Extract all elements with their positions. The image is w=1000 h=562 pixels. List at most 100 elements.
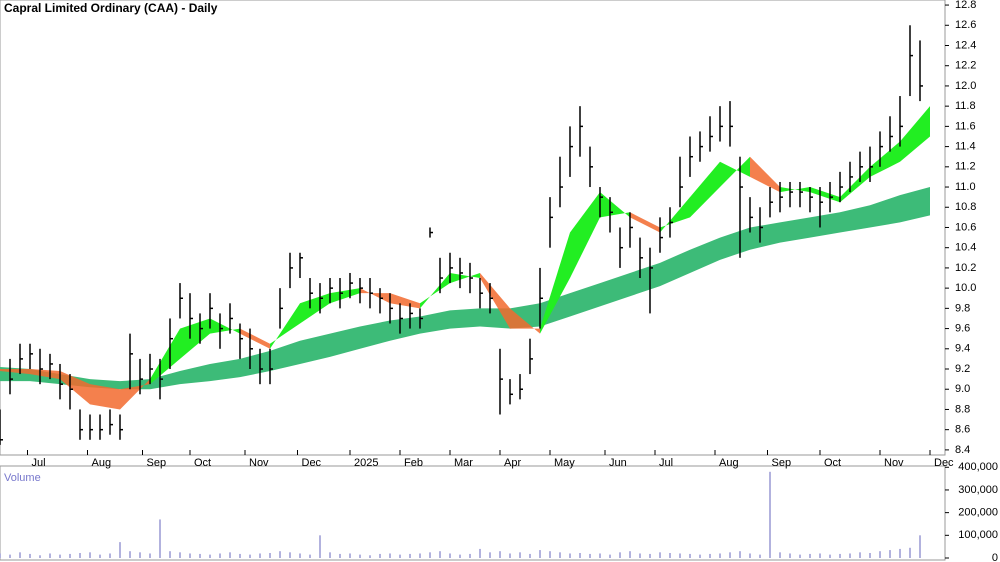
y-tick-label: 12.0: [955, 80, 976, 92]
x-tick-label: Nov: [249, 457, 269, 469]
volume-bar: [819, 553, 821, 558]
volume-bar: [389, 553, 391, 558]
x-tick-label: Aug: [92, 457, 112, 469]
short-band: [90, 384, 120, 410]
volume-bar: [249, 554, 251, 558]
volume-bar: [909, 547, 911, 558]
volume-bar: [79, 553, 81, 558]
volume-bar: [369, 555, 371, 558]
volume-bar: [569, 553, 571, 558]
short-band: [540, 232, 570, 334]
volume-bar: [319, 535, 321, 558]
volume-bar: [629, 551, 631, 558]
volume-bar: [69, 553, 71, 558]
short-band: [330, 288, 360, 304]
x-tick-label: Jun: [609, 457, 627, 469]
volume-bar: [159, 519, 161, 558]
volume-bar: [189, 553, 191, 558]
volume-bar: [649, 553, 651, 558]
y-tick-label: 11.0: [955, 181, 976, 193]
y-tick-label: 10.4: [955, 242, 976, 254]
short-band: [270, 303, 300, 349]
volume-bar: [749, 553, 751, 558]
volume-bar: [399, 554, 401, 558]
volume-bar: [209, 554, 211, 558]
volume-bar: [59, 554, 61, 558]
short-band: [660, 197, 690, 233]
volume-bar: [769, 471, 771, 558]
y-tick-label: 200,000: [958, 507, 998, 519]
volume-bar: [359, 554, 361, 558]
volume-bar: [309, 554, 311, 558]
y-tick-label: 100,000: [958, 529, 998, 541]
short-band: [360, 288, 390, 304]
volume-bar: [409, 553, 411, 558]
volume-bar: [519, 552, 521, 558]
volume-bar: [829, 554, 831, 558]
volume-bar: [119, 542, 121, 558]
y-tick-label: 8.6: [955, 424, 970, 436]
x-tick-label: Apr: [504, 457, 521, 469]
short-band: [780, 187, 810, 193]
volume-bar: [89, 552, 91, 558]
short-band: [570, 192, 600, 279]
short-band: [510, 308, 540, 334]
volume-bar: [719, 553, 721, 558]
volume-bar: [199, 553, 201, 558]
volume-bar: [469, 553, 471, 558]
y-tick-label: 9.2: [955, 363, 970, 375]
short-band: [870, 141, 900, 177]
volume-bar: [609, 554, 611, 558]
volume-bar: [539, 550, 541, 558]
volume-bar: [109, 553, 111, 558]
y-tick-label: 10.6: [955, 221, 976, 233]
volume-bar: [499, 551, 501, 558]
x-tick-label: Sep: [147, 457, 167, 469]
short-band: [120, 379, 150, 410]
x-tick-label: May: [554, 457, 575, 469]
volume-bar: [489, 552, 491, 558]
volume-bar: [9, 554, 11, 558]
volume-title: Volume: [4, 472, 41, 484]
volume-bar: [849, 553, 851, 558]
volume-bar: [529, 553, 531, 558]
y-tick-label: 11.4: [955, 140, 976, 152]
volume-bar: [879, 551, 881, 558]
volume-bar: [169, 551, 171, 558]
short-band: [420, 272, 450, 309]
volume-bar: [289, 552, 291, 558]
y-tick-label: 12.6: [955, 19, 976, 31]
volume-bar: [659, 552, 661, 558]
y-tick-label: 11.2: [955, 161, 976, 173]
short-band: [30, 369, 60, 380]
volume-bar: [429, 552, 431, 558]
volume-bar: [329, 552, 331, 558]
volume-bar: [349, 553, 351, 558]
volume-bar: [279, 551, 281, 558]
short-band: [480, 272, 510, 329]
short-band: [210, 318, 240, 334]
chart-title: Capral Limited Ordinary (CAA) - Daily: [4, 1, 218, 15]
x-tick-label: 2025: [354, 457, 378, 469]
x-tick-label: Dec: [934, 457, 954, 469]
volume-bar: [729, 552, 731, 558]
x-tick-label: Sep: [772, 457, 792, 469]
x-tick-label: Oct: [824, 457, 841, 469]
volume-bar: [919, 535, 921, 558]
volume-bar: [839, 553, 841, 558]
short-band: [450, 272, 480, 284]
volume-bar: [19, 552, 21, 558]
volume-bar: [599, 553, 601, 558]
volume-bar: [689, 553, 691, 558]
volume-bar: [229, 552, 231, 558]
volume-bar: [379, 553, 381, 558]
volume-bar: [639, 553, 641, 558]
volume-bar: [859, 552, 861, 558]
y-tick-label: 11.8: [955, 100, 976, 112]
volume-bar: [439, 551, 441, 558]
volume-bar: [459, 554, 461, 558]
y-tick-label: 10.0: [955, 282, 976, 294]
y-tick-label: 9.8: [955, 302, 970, 314]
